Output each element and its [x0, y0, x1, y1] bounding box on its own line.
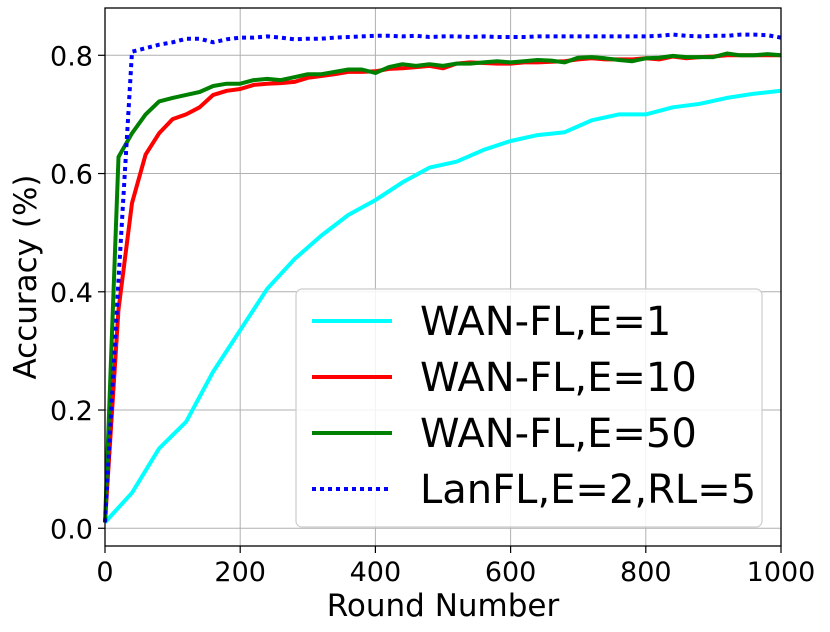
x-tick-label: 800: [620, 557, 672, 588]
y-axis-label: Accuracy (%): [8, 174, 44, 379]
x-tick-label: 200: [214, 557, 266, 588]
series-lines: [103, 32, 782, 524]
x-tick-label: 400: [350, 557, 402, 588]
legend-label-1: WAN-FL,E=10: [420, 355, 697, 401]
x-axis-label: Round Number: [327, 588, 560, 624]
x-tick-label: 600: [485, 557, 537, 588]
x-tick-label: 0: [96, 557, 113, 588]
y-tick-label: 0.4: [50, 278, 93, 309]
legend-box: [295, 288, 763, 528]
legend-label-3: LanFL,E=2,RL=5: [420, 467, 756, 513]
plot-frame: [104, 7, 782, 547]
y-tick-label: 0.0: [50, 514, 93, 545]
series-line-0: [103, 88, 782, 524]
y-tick-label: 0.6: [50, 160, 93, 191]
legend-label-2: WAN-FL,E=50: [420, 411, 697, 457]
series-line-2: [103, 51, 782, 523]
x-tick-label: 1000: [747, 557, 816, 588]
y-tick-label: 0.2: [50, 396, 93, 427]
axis-ticks: 0 200 400 600 800 1000 0.0 0.2 0.4 0.6 0.8: [50, 41, 815, 588]
legend: WAN-FL,E=1 WAN-FL,E=10 WAN-FL,E=50 LanFL,E=…: [295, 288, 763, 528]
y-tick-label: 0.8: [50, 41, 93, 72]
series-line-3: [103, 32, 782, 523]
legend-label-0: WAN-FL,E=1: [420, 299, 671, 345]
